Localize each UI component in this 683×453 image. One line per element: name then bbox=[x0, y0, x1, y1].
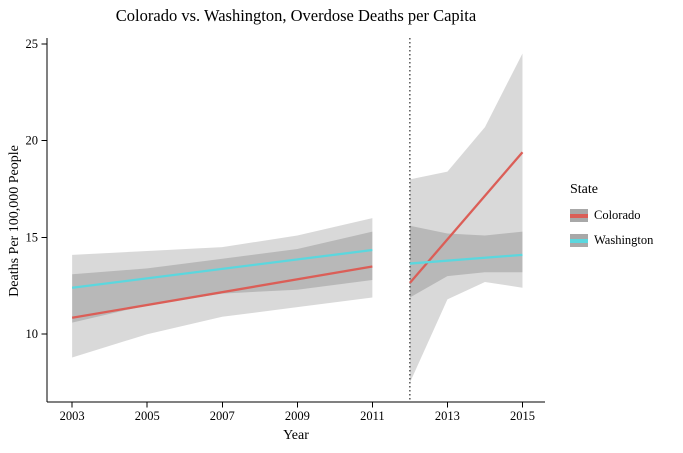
legend: State Colorado Washington bbox=[570, 182, 678, 258]
washington-trend-line-1 bbox=[409, 253, 523, 265]
x-tick-label: 2003 bbox=[60, 409, 85, 423]
legend-item-colorado: Colorado bbox=[570, 208, 678, 223]
x-tick-label: 2015 bbox=[510, 409, 535, 423]
chart-title: Colorado vs. Washington, Overdose Deaths… bbox=[115, 6, 477, 25]
legend-item-washington: Washington bbox=[570, 233, 678, 248]
y-tick-label: 10 bbox=[26, 327, 39, 341]
colorado-legend-key-icon bbox=[570, 209, 588, 222]
y-tick-label: 20 bbox=[26, 134, 39, 148]
y-axis-label: Deaths Per 100,000 People bbox=[7, 145, 22, 297]
colorado-trend-line-0 bbox=[71, 265, 373, 319]
x-tick-label: 2011 bbox=[360, 409, 385, 423]
y-tick-label: 15 bbox=[26, 230, 39, 244]
y-tick-label: 25 bbox=[26, 37, 39, 51]
legend-label: Colorado bbox=[594, 208, 641, 222]
washington-legend-key-icon bbox=[570, 234, 588, 247]
colorado-confidence-band-0 bbox=[72, 231, 373, 358]
washington-trend-line-0 bbox=[72, 248, 373, 289]
x-tick-label: 2005 bbox=[135, 409, 160, 423]
legend-title: State bbox=[570, 182, 598, 197]
washington-confidence-band-0 bbox=[72, 218, 373, 323]
x-tick-label: 2007 bbox=[210, 409, 235, 423]
washington-confidence-band-1 bbox=[409, 225, 523, 298]
x-axis-label: Year bbox=[283, 428, 309, 443]
legend-label: Washington bbox=[594, 233, 654, 247]
x-tick-label: 2013 bbox=[435, 409, 460, 423]
x-tick-label: 2009 bbox=[285, 409, 310, 423]
